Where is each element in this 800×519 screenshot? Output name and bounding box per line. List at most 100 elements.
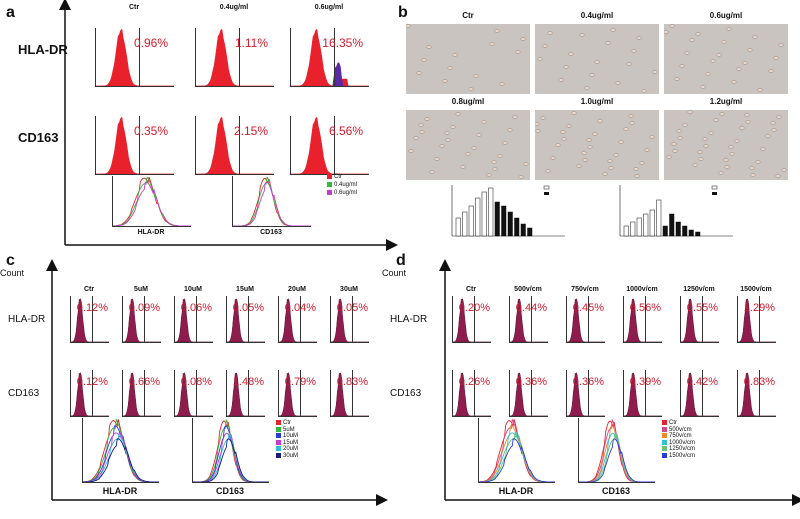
row-label-hla-dr: HLA-DR (8, 314, 46, 325)
micrograph: 1.0ug/ml (534, 97, 659, 180)
percent-value: 0.04% (284, 302, 316, 314)
micrograph-label: 1.0ug/ml (580, 97, 614, 106)
panel-b-label: b (398, 4, 408, 21)
histogram: 1.11% (195, 28, 274, 87)
histogram: 0.66% (122, 370, 161, 417)
gate-line (299, 370, 301, 416)
panel-a-label: a (6, 4, 15, 21)
percent-value: 2.15% (233, 124, 268, 138)
panel-b-bar-chart-right (619, 185, 733, 237)
percent-value: 0.42% (686, 376, 718, 388)
overlay-xlabel: HLA-DR (102, 486, 138, 496)
percent-value: 0.12% (76, 302, 108, 314)
percent-value: 0.06% (180, 302, 212, 314)
micrograph: Ctr (405, 11, 530, 94)
percent-value: 6.56% (328, 124, 363, 138)
micrograph: 0.4ug/ml (535, 11, 659, 94)
histogram: 0.36% (509, 370, 548, 417)
legend-item: 500v/cm (662, 426, 692, 433)
percent-value: 0.83% (336, 376, 368, 388)
overlay-histogram-cd163 (192, 418, 269, 483)
column-header: 10uM (184, 286, 202, 293)
percent-value: 0.35% (133, 124, 168, 138)
gate-line (758, 370, 760, 416)
y-axis-title: Count (382, 268, 407, 278)
micrograph: 0.8ug/ml (406, 97, 530, 180)
percent-value: 1.48% (232, 376, 264, 388)
histogram: 0.08% (174, 370, 213, 417)
histogram: 0.36% (566, 370, 605, 417)
gate-line (238, 116, 240, 174)
gate-line (701, 296, 703, 342)
column-header: 0.4ug/ml (219, 4, 249, 11)
gate-line (473, 370, 475, 416)
percent-value: 0.39% (629, 376, 661, 388)
gate-line (138, 28, 140, 86)
gate-line (143, 370, 145, 416)
percent-value: 0.36% (515, 376, 547, 388)
percent-value: 0.12% (76, 376, 108, 388)
panel-b-bar-chart-left (451, 185, 565, 237)
percent-value: 0.83% (743, 376, 775, 388)
percent-value: 0.08% (180, 376, 212, 388)
percent-value: 0.79% (284, 376, 316, 388)
gate-line (247, 296, 249, 342)
histogram: 0.04% (278, 296, 317, 343)
histogram: 0.96% (95, 28, 174, 87)
histogram: 0.12% (70, 296, 109, 343)
histogram: 0.12% (70, 370, 109, 417)
legend-item: 1000v/cm (662, 439, 695, 446)
histogram: 6.56% (290, 116, 369, 175)
micrograph: 0.6ug/ml (663, 11, 788, 94)
legend-item: 20uM (276, 446, 298, 452)
gate-line (351, 296, 353, 342)
micrograph-label: 0.8ug/ml (451, 97, 485, 106)
overlay-histogram-cd163 (232, 176, 311, 227)
panel-c-label: c (6, 252, 15, 269)
overlay-histogram-hla-dr (478, 418, 555, 483)
legend-item: 10uM (276, 433, 298, 439)
row-label-cd163: CD163 (8, 388, 40, 399)
panel-d-label: d (396, 252, 406, 269)
histogram: 0.44% (509, 296, 548, 343)
gate-line (138, 116, 140, 174)
histogram: 0.35% (95, 116, 174, 175)
gate-line (587, 370, 589, 416)
row-label-cd163: CD163 (390, 388, 422, 399)
gate-line (195, 296, 197, 342)
legend-item: Ctr (276, 420, 291, 426)
legend-item: 750v/cm (662, 433, 692, 439)
column-header: 1250v/cm (683, 286, 715, 293)
gate-line (91, 296, 93, 342)
legend-item: 5uM (276, 426, 295, 433)
percent-value: 0.45% (572, 302, 604, 314)
column-header: Ctr (128, 4, 140, 11)
legend-item: 15uM (276, 439, 298, 446)
legend-item: 1250v/cm (662, 446, 695, 452)
percent-value: 0.56% (629, 302, 661, 314)
gate-line (247, 370, 249, 416)
histogram: 0.42% (680, 370, 719, 417)
row-label-hla-dr: HLA-DR (390, 314, 428, 325)
gate-line (299, 296, 301, 342)
micrograph-label: 0.4ug/ml (580, 11, 614, 20)
micrograph-label: 0.6ug/ml (709, 11, 743, 20)
overlay-xlabel: HLA-DR (137, 229, 165, 236)
column-header: Ctr (83, 286, 95, 293)
overlay-histogram-hla-dr (112, 176, 191, 227)
percent-value: 1.11% (234, 36, 268, 50)
histogram: 0.79% (278, 370, 317, 417)
gate-line (238, 28, 240, 86)
overlay-histogram-hla-dr (82, 418, 159, 483)
legend-item: 0.6ug/ml (327, 190, 357, 196)
histogram: 0.83% (737, 370, 776, 417)
row-label-hla-dr: HLA-DR (18, 42, 68, 57)
histogram: 0.05% (330, 296, 369, 343)
percent-value: 0.44% (515, 302, 547, 314)
percent-value: 0.55% (686, 302, 718, 314)
histogram: 0.06% (174, 296, 213, 343)
y-axis-title: Count (0, 268, 25, 278)
overlay-xlabel: CD163 (215, 486, 244, 496)
row-label-cd163: CD163 (18, 130, 59, 145)
